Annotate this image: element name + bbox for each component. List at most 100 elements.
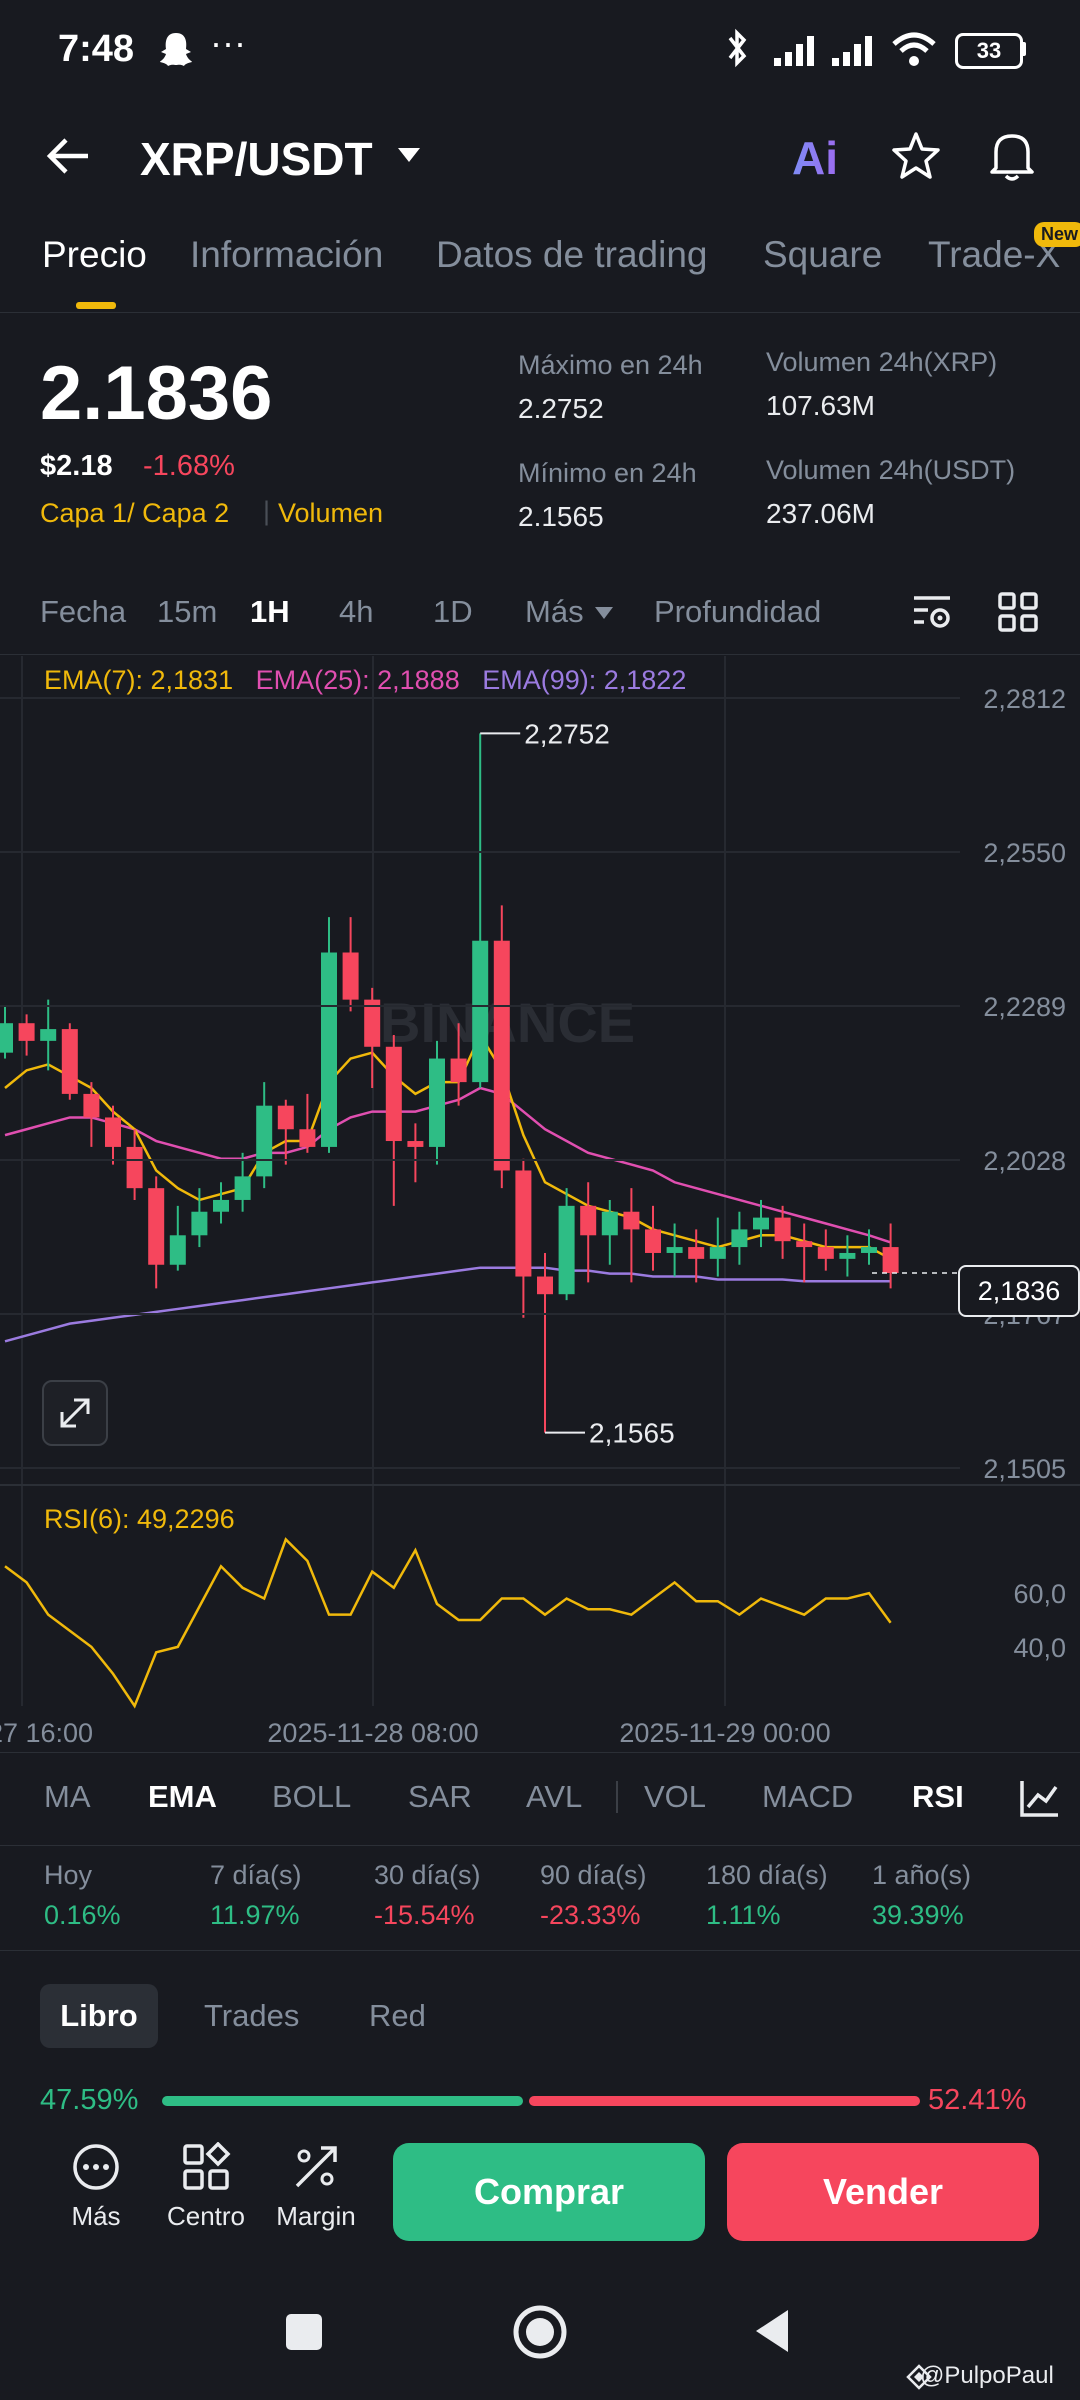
margin-action[interactable]: Margin: [266, 2142, 366, 2232]
indicator-ma[interactable]: MA: [44, 1779, 91, 1814]
back-nav-button[interactable]: [752, 2306, 792, 2356]
indicator-sar[interactable]: SAR: [408, 1779, 472, 1814]
candle: [688, 1229, 705, 1283]
indicator-boll[interactable]: BOLL: [272, 1779, 352, 1814]
layers-link[interactable]: Capa 1/ Capa 2: [40, 498, 230, 528]
tab-price[interactable]: Precio: [42, 234, 147, 275]
candle: [537, 1252, 553, 1433]
sell-ratio: 52.41%: [928, 2084, 1027, 2116]
center-action[interactable]: Centro: [156, 2141, 256, 2232]
interval-4h[interactable]: 4h: [339, 594, 374, 629]
tab-information[interactable]: Información: [190, 234, 384, 275]
candle: [407, 1123, 424, 1183]
chart-settings-icon[interactable]: [910, 590, 954, 634]
buy-button[interactable]: Comprar: [393, 2143, 705, 2241]
interval-1h[interactable]: 1H: [250, 594, 290, 629]
top-tabs: Precio Información Datos de trading Squa…: [0, 222, 1080, 313]
book-tab-orderbook[interactable]: Libro: [40, 1984, 158, 2048]
buy-ratio: 47.59%: [40, 2084, 139, 2116]
svg-text:Ai: Ai: [792, 132, 838, 182]
status-more-dots: ···: [210, 22, 246, 63]
interval-date[interactable]: Fecha: [40, 594, 127, 629]
expand-chart-button[interactable]: [42, 1380, 108, 1446]
star-icon[interactable]: [890, 130, 942, 182]
candle: [213, 1182, 229, 1224]
y-tick-label: 2,2812: [983, 684, 1066, 714]
rsi-tick-label: 60,0: [1013, 1579, 1066, 1609]
new-badge: New: [1034, 222, 1080, 247]
candle: [709, 1217, 726, 1277]
pair-title[interactable]: XRP/USDT: [140, 133, 373, 185]
wifi-icon: [892, 32, 936, 66]
interval-depth[interactable]: Profundidad: [654, 594, 822, 629]
bell-icon[interactable]: [986, 128, 1038, 184]
indicator-settings-icon[interactable]: [1018, 1777, 1062, 1819]
back-arrow-icon[interactable]: [44, 134, 94, 178]
indicator-rsi[interactable]: RSI: [912, 1779, 964, 1814]
watermark-username: @PulpoPaul: [920, 2362, 1054, 2389]
sell-button[interactable]: Vender: [727, 2143, 1039, 2241]
high-24h-value: 2.2752: [518, 393, 604, 424]
active-tab-indicator: [76, 302, 116, 309]
more-chevron-down-icon[interactable]: [594, 606, 614, 620]
section-divider: [0, 1950, 1080, 1951]
tab-square[interactable]: Square: [763, 234, 883, 275]
interval-15m[interactable]: 15m: [157, 594, 218, 629]
indicator-avl[interactable]: AVL: [526, 1779, 583, 1814]
candle: [817, 1229, 834, 1271]
indicator-ema[interactable]: EMA: [148, 1779, 217, 1814]
indicator-vol[interactable]: VOL: [644, 1779, 707, 1814]
ema25-legend: EMA(25): 2,1888: [255, 665, 460, 695]
candle: [364, 987, 381, 1089]
candle: [126, 1129, 143, 1200]
candle: [148, 1176, 165, 1289]
more-action[interactable]: Más: [46, 2142, 146, 2232]
low-24h-label: Mínimo en 24h: [518, 458, 697, 488]
candle: [277, 1099, 294, 1165]
ema99-line: [4, 1266, 891, 1343]
candle: [731, 1211, 748, 1265]
candle: [105, 1105, 121, 1165]
candle: [774, 1205, 791, 1259]
home-nav-button[interactable]: [510, 2302, 570, 2362]
bluetooth-icon: [728, 28, 747, 68]
tab-trading-data[interactable]: Datos de trading: [436, 234, 708, 275]
price-usd: $2.18: [40, 450, 113, 482]
more-circle-icon: [73, 2144, 119, 2190]
ai-icon[interactable]: Ai: [790, 130, 848, 182]
binance-square-logo-icon: [906, 2364, 932, 2390]
snapchat-icon: [160, 33, 192, 66]
candle: [666, 1223, 683, 1277]
header: XRP/USDT Ai: [0, 110, 1080, 200]
y-tick-label: 2,2550: [983, 838, 1066, 868]
grid-layout-icon[interactable]: [996, 590, 1040, 634]
x-tick-label: 2025-11-28 08:00: [267, 1718, 478, 1748]
volume-xrp-value: 107.63M: [766, 390, 875, 421]
candle: [623, 1188, 640, 1283]
volume-link[interactable]: Volumen: [278, 498, 384, 528]
perf-value: -15.54%: [374, 1900, 475, 1930]
battery-icon: 33: [955, 33, 1023, 69]
perf-label: 1 año(s): [872, 1860, 972, 1890]
y-tick-label: 2,2028: [983, 1146, 1066, 1176]
perf-value: 39.39%: [872, 1900, 964, 1930]
candlestick-chart[interactable]: BINANCE 2,28122,25502,22892,20282,17672,…: [0, 656, 1080, 1752]
margin-action-label: Margin: [276, 2201, 356, 2231]
candle: [169, 1205, 186, 1271]
perf-value: 11.97%: [210, 1900, 300, 1930]
candle: [385, 1034, 402, 1206]
chevron-down-icon[interactable]: [396, 146, 422, 164]
interval-1d[interactable]: 1D: [433, 594, 473, 629]
candle: [558, 1188, 575, 1301]
indicator-macd[interactable]: MACD: [762, 1779, 854, 1814]
x-tick-label: 11-27 16:00: [0, 1718, 93, 1748]
interval-more[interactable]: Más: [525, 594, 584, 629]
indicator-separator: [616, 1781, 618, 1813]
rsi-tick-label: 40,0: [1013, 1633, 1066, 1663]
book-tab-trades[interactable]: Trades: [204, 1998, 300, 2033]
perf-label: Hoy: [44, 1860, 93, 1890]
recents-nav-button[interactable]: [286, 2314, 322, 2350]
book-tab-network[interactable]: Red: [369, 1998, 426, 2033]
perf-label: 180 día(s): [706, 1860, 828, 1890]
candle: [753, 1199, 769, 1248]
